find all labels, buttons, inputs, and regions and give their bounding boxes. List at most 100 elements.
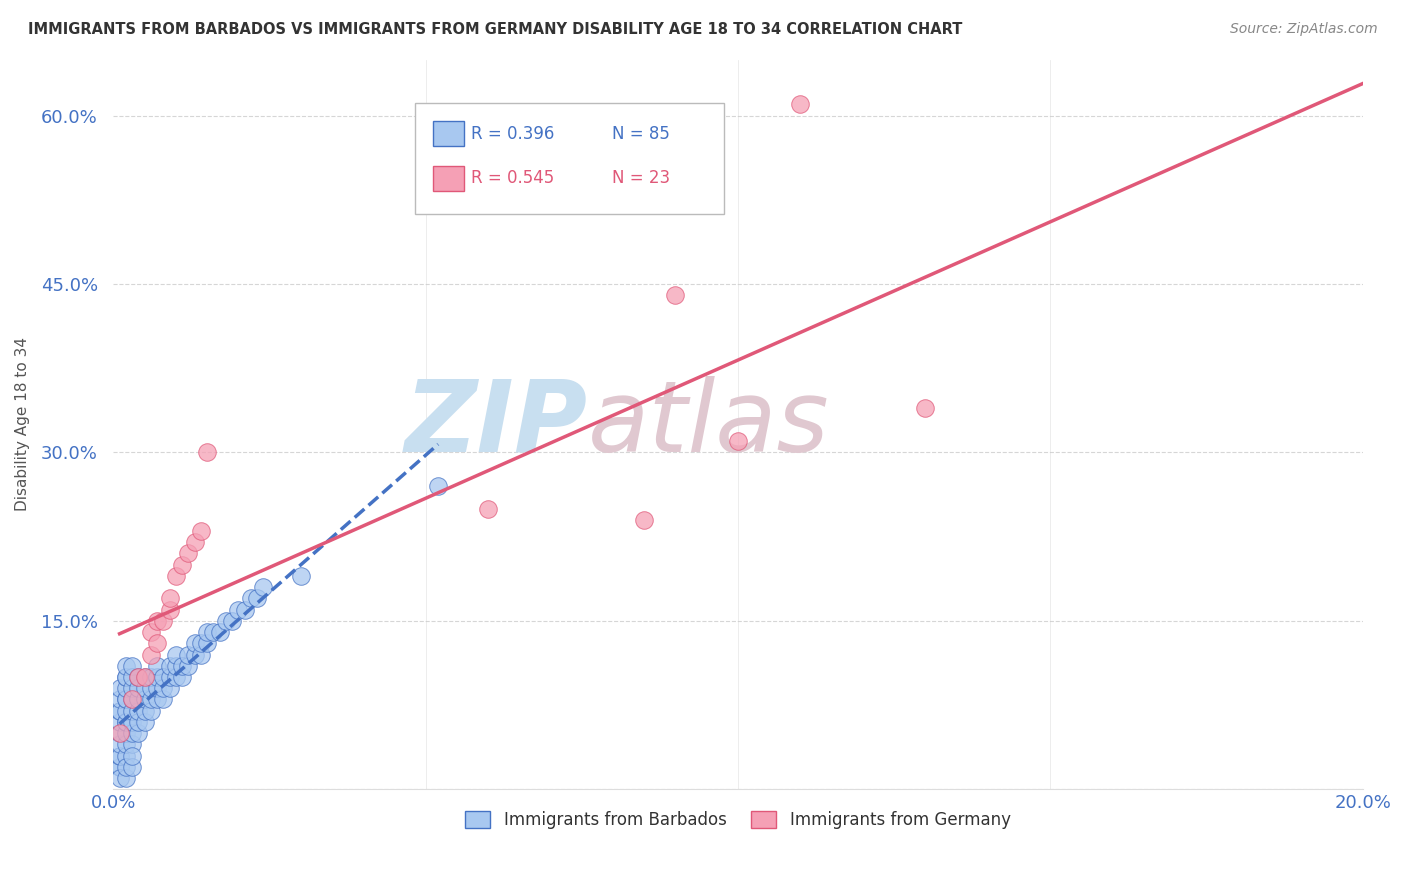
Point [239, 591, 262, 606]
Point [290, 569, 312, 583]
Point [221, 614, 243, 628]
Point [108, 771, 131, 785]
Point [127, 692, 149, 706]
Point [114, 748, 136, 763]
Point [134, 670, 156, 684]
Point [195, 445, 218, 459]
Point [226, 602, 249, 616]
Legend: Immigrants from Barbados, Immigrants from Germany: Immigrants from Barbados, Immigrants fro… [458, 804, 1018, 836]
Text: N = 85: N = 85 [612, 125, 669, 143]
Point [233, 602, 256, 616]
Point [252, 580, 274, 594]
Point [183, 535, 205, 549]
Point [108, 681, 131, 696]
Point [477, 501, 499, 516]
Point [121, 692, 143, 706]
Text: Source: ZipAtlas.com: Source: ZipAtlas.com [1230, 22, 1378, 37]
Text: atlas: atlas [588, 376, 830, 473]
Point [121, 748, 143, 763]
Point [146, 636, 169, 650]
Point [121, 714, 143, 729]
Point [121, 670, 143, 684]
Point [165, 658, 187, 673]
Text: R = 0.396: R = 0.396 [471, 125, 554, 143]
Point [727, 434, 749, 449]
Point [146, 658, 169, 673]
Point [114, 670, 136, 684]
Point [121, 760, 143, 774]
Text: IMMIGRANTS FROM BARBADOS VS IMMIGRANTS FROM GERMANY DISABILITY AGE 18 TO 34 CORR: IMMIGRANTS FROM BARBADOS VS IMMIGRANTS F… [28, 22, 963, 37]
Point [134, 681, 156, 696]
Point [152, 670, 174, 684]
Point [108, 704, 131, 718]
Point [127, 704, 149, 718]
Point [114, 681, 136, 696]
Point [127, 670, 149, 684]
Point [427, 479, 450, 493]
Point [190, 524, 212, 538]
Point [108, 726, 131, 740]
Y-axis label: Disability Age 18 to 34: Disability Age 18 to 34 [15, 337, 30, 511]
Point [114, 760, 136, 774]
Point [127, 681, 149, 696]
Point [183, 636, 205, 650]
Point [114, 704, 136, 718]
Point [121, 658, 143, 673]
Point [114, 771, 136, 785]
Point [190, 648, 212, 662]
Point [121, 726, 143, 740]
Point [108, 748, 131, 763]
Point [127, 714, 149, 729]
Point [134, 670, 156, 684]
Point [208, 625, 231, 640]
Point [114, 714, 136, 729]
Point [159, 591, 181, 606]
Point [633, 513, 655, 527]
Point [146, 681, 169, 696]
Point [139, 648, 162, 662]
Point [108, 714, 131, 729]
Point [789, 97, 811, 112]
Point [114, 658, 136, 673]
Point [108, 704, 131, 718]
Point [108, 760, 131, 774]
Point [127, 670, 149, 684]
Point [134, 714, 156, 729]
Point [177, 658, 200, 673]
Point [170, 558, 193, 572]
Point [170, 670, 193, 684]
Point [127, 726, 149, 740]
Point [114, 737, 136, 751]
Point [183, 648, 205, 662]
Point [108, 737, 131, 751]
Point [159, 681, 181, 696]
Point [108, 760, 131, 774]
Point [121, 704, 143, 718]
Point [177, 547, 200, 561]
Point [146, 692, 169, 706]
Text: R = 0.545: R = 0.545 [471, 169, 554, 187]
Point [114, 692, 136, 706]
Point [202, 625, 225, 640]
Point [215, 614, 238, 628]
Point [159, 602, 181, 616]
Point [165, 670, 187, 684]
Point [165, 648, 187, 662]
Point [159, 658, 181, 673]
Point [121, 692, 143, 706]
Point [146, 670, 169, 684]
Point [152, 692, 174, 706]
Point [114, 670, 136, 684]
Point [139, 704, 162, 718]
Point [159, 670, 181, 684]
Point [121, 737, 143, 751]
Point [114, 726, 136, 740]
Point [152, 614, 174, 628]
Point [190, 636, 212, 650]
Point [108, 748, 131, 763]
Point [165, 569, 187, 583]
Point [139, 681, 162, 696]
Point [139, 625, 162, 640]
Point [134, 704, 156, 718]
Point [170, 658, 193, 673]
